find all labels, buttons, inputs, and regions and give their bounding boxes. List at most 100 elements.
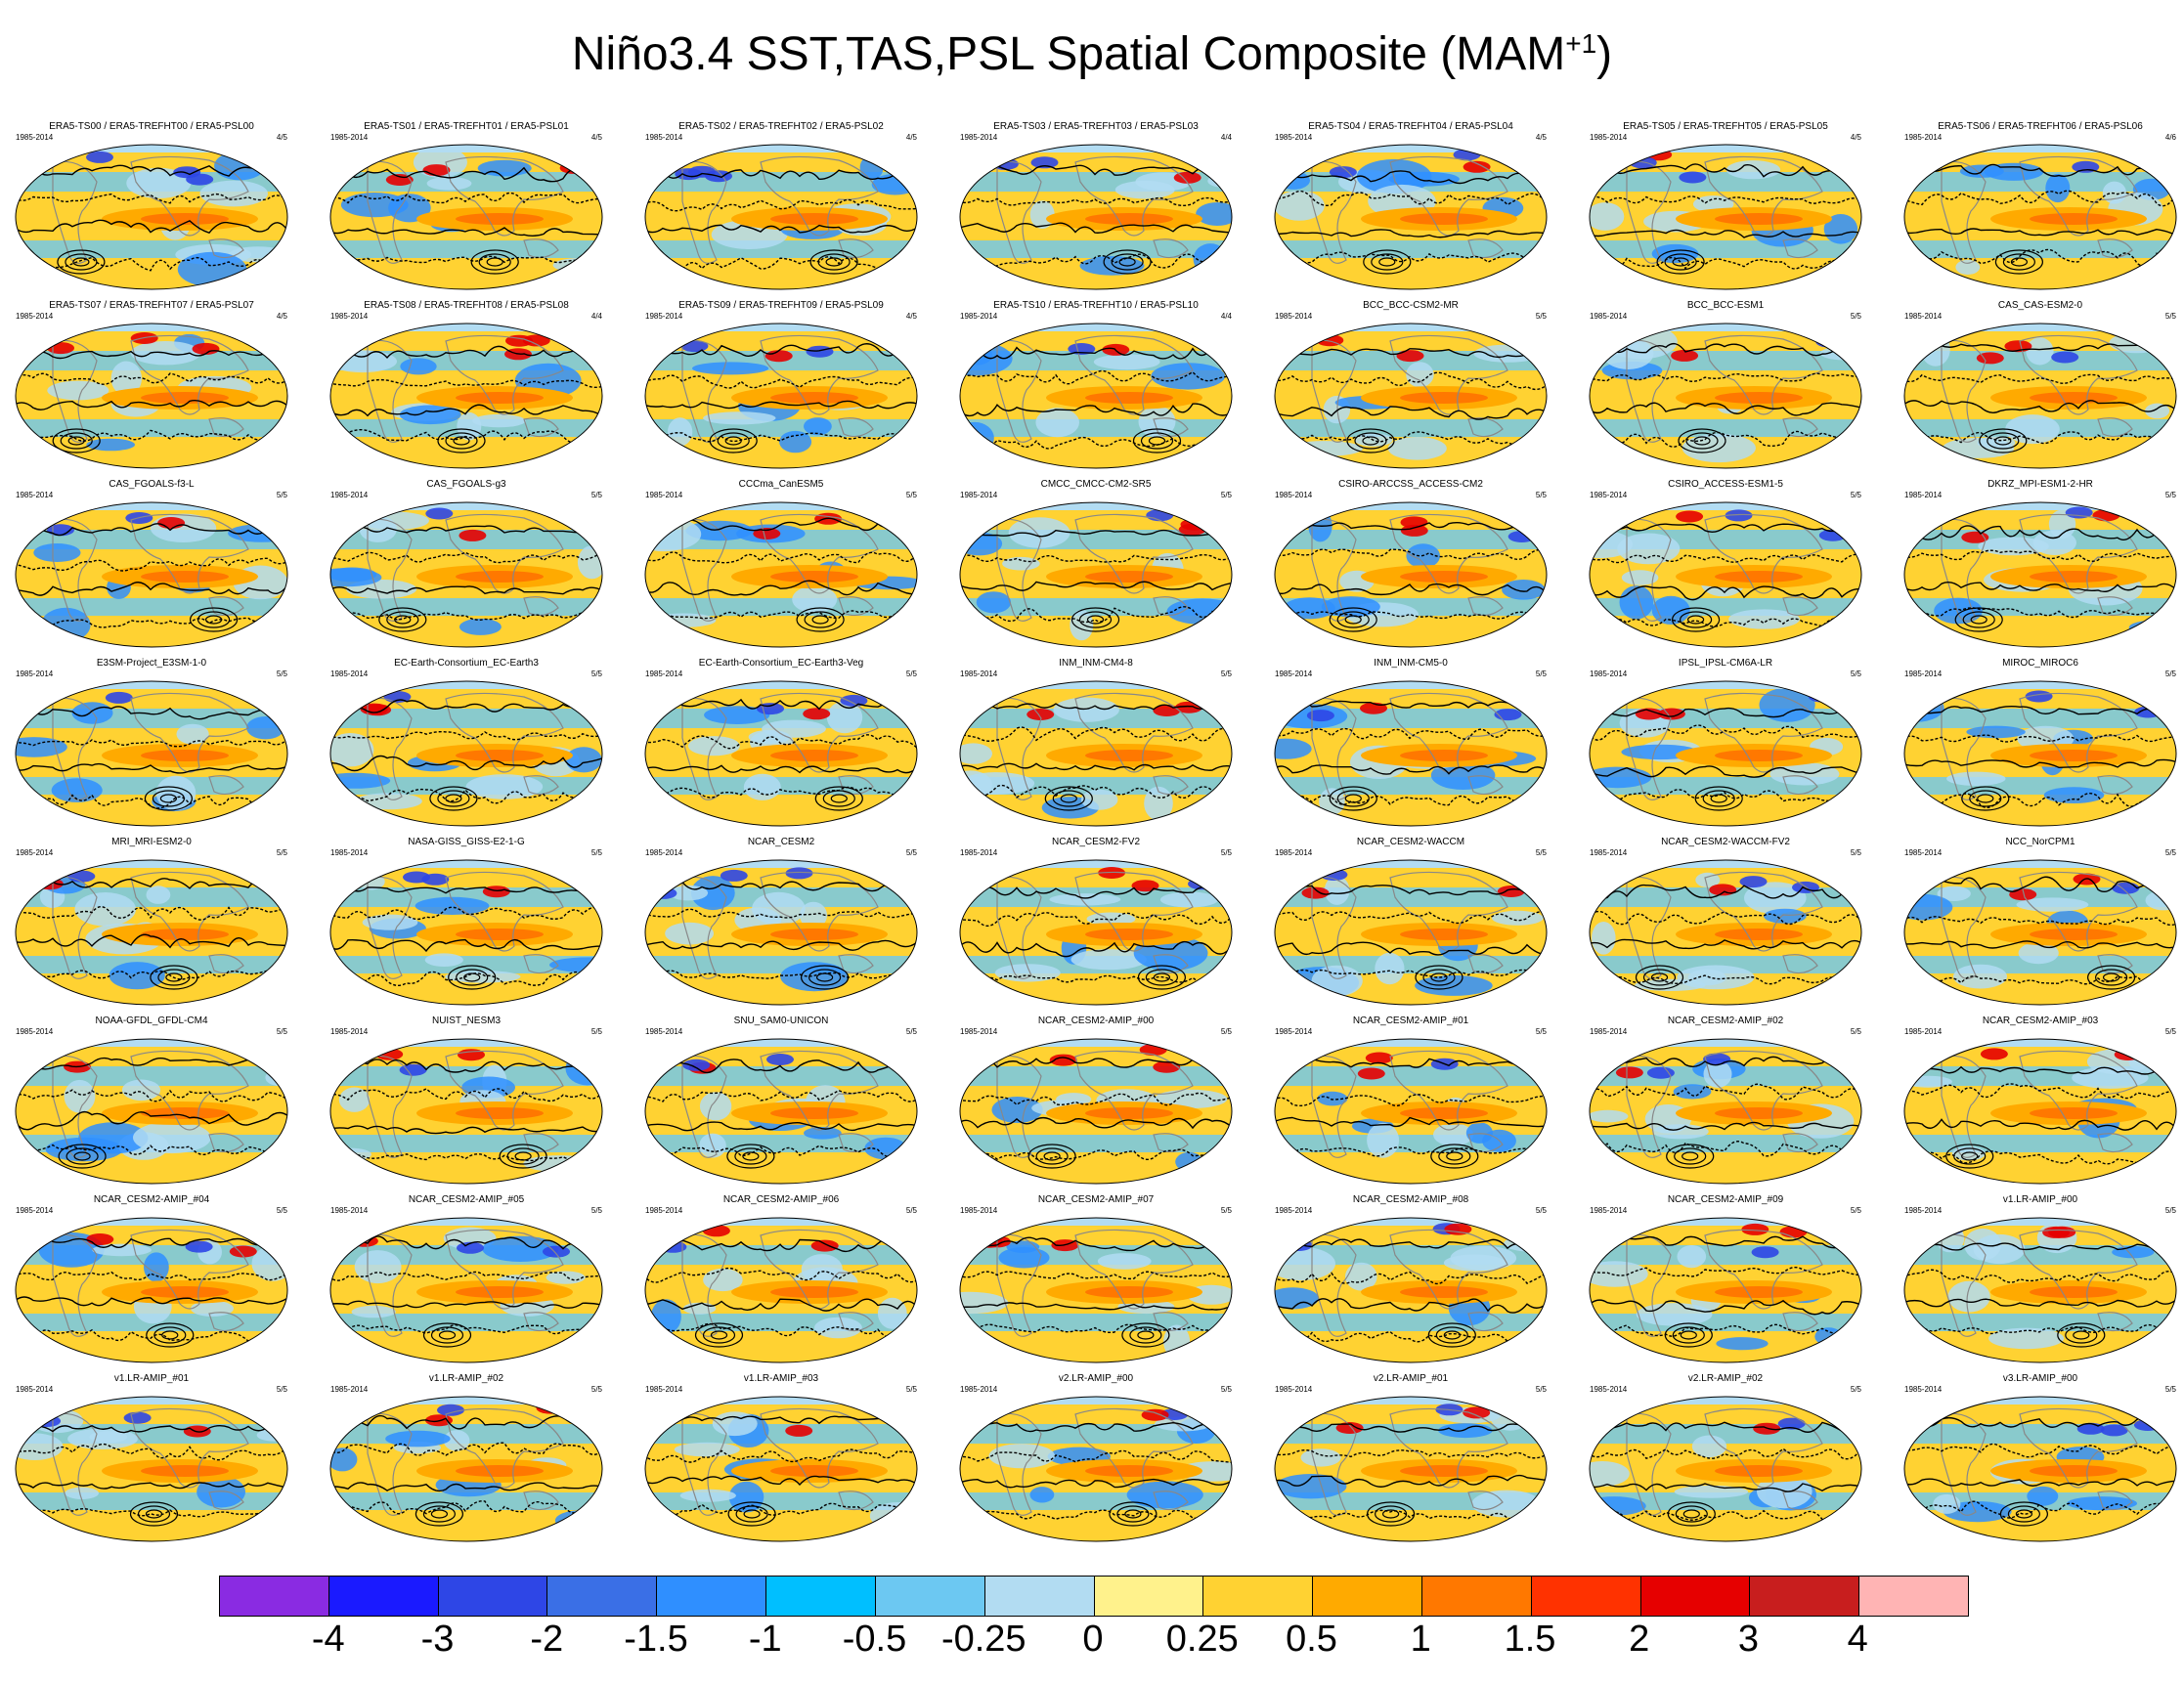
map-panel: NCAR_CESM2-AMIP_#05 1985-2014 5/5 <box>325 1194 608 1370</box>
map-plot <box>329 1396 603 1542</box>
map-panel: EC-Earth-Consortium_EC-Earth3-Veg 1985-20… <box>639 658 923 834</box>
title-close: ) <box>1596 28 1613 80</box>
map-plot <box>1903 1038 2177 1185</box>
colorbar-labels: -4 -3 -2 -1.5 -1 -0.5 -0.25 0 0.25 0.5 1 1.5 2 3 4 <box>219 1619 1969 1667</box>
panel-period: 1985-2014 <box>960 491 998 499</box>
panel-period: 1985-2014 <box>645 1206 683 1215</box>
map-panel: CSIRO_ACCESS-ESM1-5 1985-2014 5/5 <box>1584 479 1867 655</box>
panel-count: 5/5 <box>2164 312 2176 321</box>
panel-count: 5/5 <box>1850 1206 1861 1215</box>
map-panel: NCAR_CESM2-AMIP_#06 1985-2014 5/5 <box>639 1194 923 1370</box>
map-plot <box>1274 323 1548 469</box>
panel-title: v3.LR-AMIP_#00 <box>2002 1373 2078 1384</box>
panel-period: 1985-2014 <box>1275 491 1313 499</box>
panel-title: NUIST_NESM3 <box>431 1015 501 1026</box>
map-plot <box>1589 1396 1862 1542</box>
panel-count: 5/5 <box>1535 491 1547 499</box>
map-panel: DKRZ_MPI-ESM1-2-HR 1985-2014 5/5 <box>1899 479 2182 655</box>
panel-title: CAS_FGOALS-f3-L <box>109 479 195 490</box>
map-panel: BCC_BCC-ESM1 1985-2014 5/5 <box>1584 300 1867 476</box>
colorbar-tick-label: -0.25 <box>940 1619 1026 1660</box>
panel-count: 5/5 <box>1850 1027 1861 1036</box>
map-panel: NCAR_CESM2 1985-2014 5/5 <box>639 837 923 1013</box>
map-plot <box>644 1217 918 1363</box>
map-plot <box>1589 323 1862 469</box>
map-panel: NCAR_CESM2-AMIP_#07 1985-2014 5/5 <box>954 1194 1238 1370</box>
map-panel: NCAR_CESM2-AMIP_#04 1985-2014 5/5 <box>10 1194 293 1370</box>
map-panel: v2.LR-AMIP_#02 1985-2014 5/5 <box>1584 1373 1867 1549</box>
panel-period: 1985-2014 <box>1275 670 1313 678</box>
panel-count: 4/5 <box>905 133 917 142</box>
panel-period: 1985-2014 <box>645 133 683 142</box>
panel-count: 5/5 <box>1220 848 1232 857</box>
panel-count: 4/5 <box>276 133 287 142</box>
colorbar-segment <box>1203 1577 1314 1616</box>
panel-period: 1985-2014 <box>1904 1385 1943 1394</box>
panel-count: 4/5 <box>1535 133 1547 142</box>
panel-count: 5/5 <box>276 1027 287 1036</box>
panel-count: 5/5 <box>2164 670 2176 678</box>
map-plot <box>1903 144 2177 290</box>
map-panel: NCAR_CESM2-AMIP_#03 1985-2014 5/5 <box>1899 1015 2182 1191</box>
map-plot <box>959 323 1233 469</box>
panel-period: 1985-2014 <box>1590 491 1628 499</box>
panel-count: 5/5 <box>590 1206 602 1215</box>
map-plot <box>1274 1396 1548 1542</box>
panel-title: INM_INM-CM4-8 <box>1059 658 1133 669</box>
map-panel: E3SM-Project_E3SM-1-0 1985-2014 5/5 <box>10 658 293 834</box>
panel-count: 5/5 <box>2164 1027 2176 1036</box>
map-panel: ERA5-TS02 / ERA5-TREFHT02 / ERA5-PSL02 19… <box>639 121 923 297</box>
panel-title: MRI_MRI-ESM2-0 <box>111 837 192 847</box>
panel-count: 5/5 <box>2164 491 2176 499</box>
colorbar-tick-label: 0.25 <box>1165 1619 1239 1660</box>
map-panel: NCAR_CESM2-WACCM-FV2 1985-2014 5/5 <box>1584 837 1867 1013</box>
panel-title: NCAR_CESM2-AMIP_#08 <box>1352 1194 1469 1205</box>
panel-period: 1985-2014 <box>16 1385 54 1394</box>
panel-title: v1.LR-AMIP_#00 <box>2002 1194 2078 1205</box>
colorbar <box>219 1576 1969 1617</box>
map-plot <box>1903 859 2177 1006</box>
panel-title: ERA5-TS09 / ERA5-TREFHT09 / ERA5-PSL09 <box>678 300 884 311</box>
map-plot <box>15 1396 288 1542</box>
panel-period: 1985-2014 <box>1904 670 1943 678</box>
panel-period: 1985-2014 <box>1590 1206 1628 1215</box>
map-plot <box>1274 1038 1548 1185</box>
panel-title: INM_INM-CM5-0 <box>1374 658 1448 669</box>
map-plot <box>329 1217 603 1363</box>
panel-title: CSIRO_ACCESS-ESM1-5 <box>1668 479 1783 490</box>
colorbar-segment <box>438 1577 548 1616</box>
colorbar-segment <box>1421 1577 1532 1616</box>
map-panel: BCC_BCC-CSM2-MR 1985-2014 5/5 <box>1269 300 1552 476</box>
colorbar-tick-label: -1 <box>748 1619 782 1660</box>
panel-period: 1985-2014 <box>1904 312 1943 321</box>
panel-title: NCAR_CESM2 <box>747 837 815 847</box>
map-plot <box>644 680 918 827</box>
map-plot <box>15 859 288 1006</box>
panel-period: 1985-2014 <box>16 670 54 678</box>
panel-title: CSIRO-ARCCSS_ACCESS-CM2 <box>1338 479 1483 490</box>
panel-count: 5/5 <box>1850 848 1861 857</box>
panel-count: 5/5 <box>1535 1027 1547 1036</box>
panel-title: CAS_FGOALS-g3 <box>426 479 506 490</box>
panel-period: 1985-2014 <box>16 491 54 499</box>
map-plot <box>1589 144 1862 290</box>
map-plot <box>1274 144 1548 290</box>
map-plot <box>959 680 1233 827</box>
panel-title: NASA-GISS_GISS-E2-1-G <box>408 837 525 847</box>
colorbar-tick-label: 3 <box>1737 1619 1760 1660</box>
panel-title: NCAR_CESM2-WACCM-FV2 <box>1661 837 1790 847</box>
map-panel: INM_INM-CM4-8 1985-2014 5/5 <box>954 658 1238 834</box>
map-panel: MRI_MRI-ESM2-0 1985-2014 5/5 <box>10 837 293 1013</box>
panel-count: 5/5 <box>276 670 287 678</box>
panel-count: 5/5 <box>1220 1385 1232 1394</box>
panel-period: 1985-2014 <box>330 133 369 142</box>
panel-period: 1985-2014 <box>1590 1027 1628 1036</box>
map-plot <box>959 144 1233 290</box>
map-panel: NCAR_CESM2-AMIP_#02 1985-2014 5/5 <box>1584 1015 1867 1191</box>
panel-count: 5/5 <box>276 491 287 499</box>
map-plot <box>15 323 288 469</box>
map-plot <box>1903 1217 2177 1363</box>
map-panel: v1.LR-AMIP_#03 1985-2014 5/5 <box>639 1373 923 1549</box>
panel-title: ERA5-TS05 / ERA5-TREFHT05 / ERA5-PSL05 <box>1623 121 1828 132</box>
panel-title: CMCC_CMCC-CM2-SR5 <box>1040 479 1152 490</box>
